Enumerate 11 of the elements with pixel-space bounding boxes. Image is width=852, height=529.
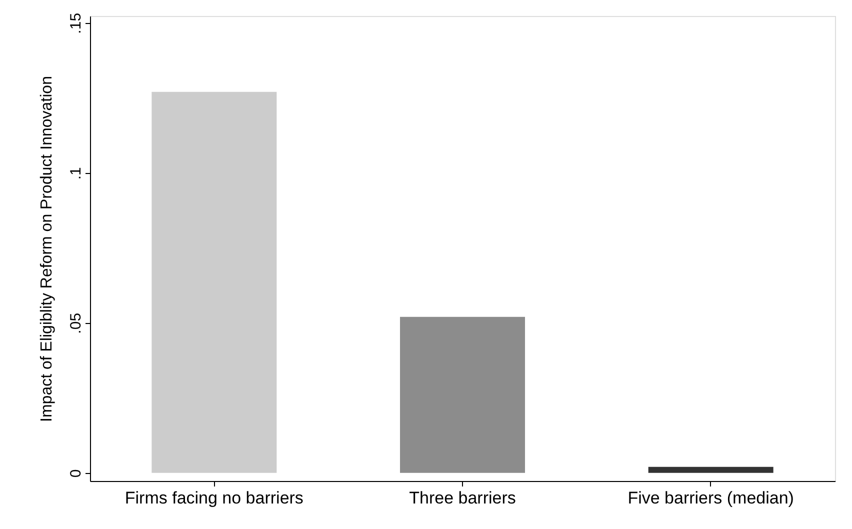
x-tick-label: Five barriers (median) [628, 488, 794, 508]
y-tick-label: .15 [68, 12, 84, 34]
y-axis-title: Impact of Eligiblity Reform on Product Innovation [38, 76, 56, 422]
bar [152, 92, 277, 473]
y-tick-label: .05 [68, 312, 84, 334]
bar [648, 466, 774, 473]
x-tick-label: Firms facing no barriers [124, 488, 304, 508]
x-tick-label: Three barriers [409, 488, 516, 508]
bar [400, 316, 525, 473]
y-tick-label: .1 [68, 167, 84, 180]
y-tick-label: 0 [68, 469, 84, 478]
